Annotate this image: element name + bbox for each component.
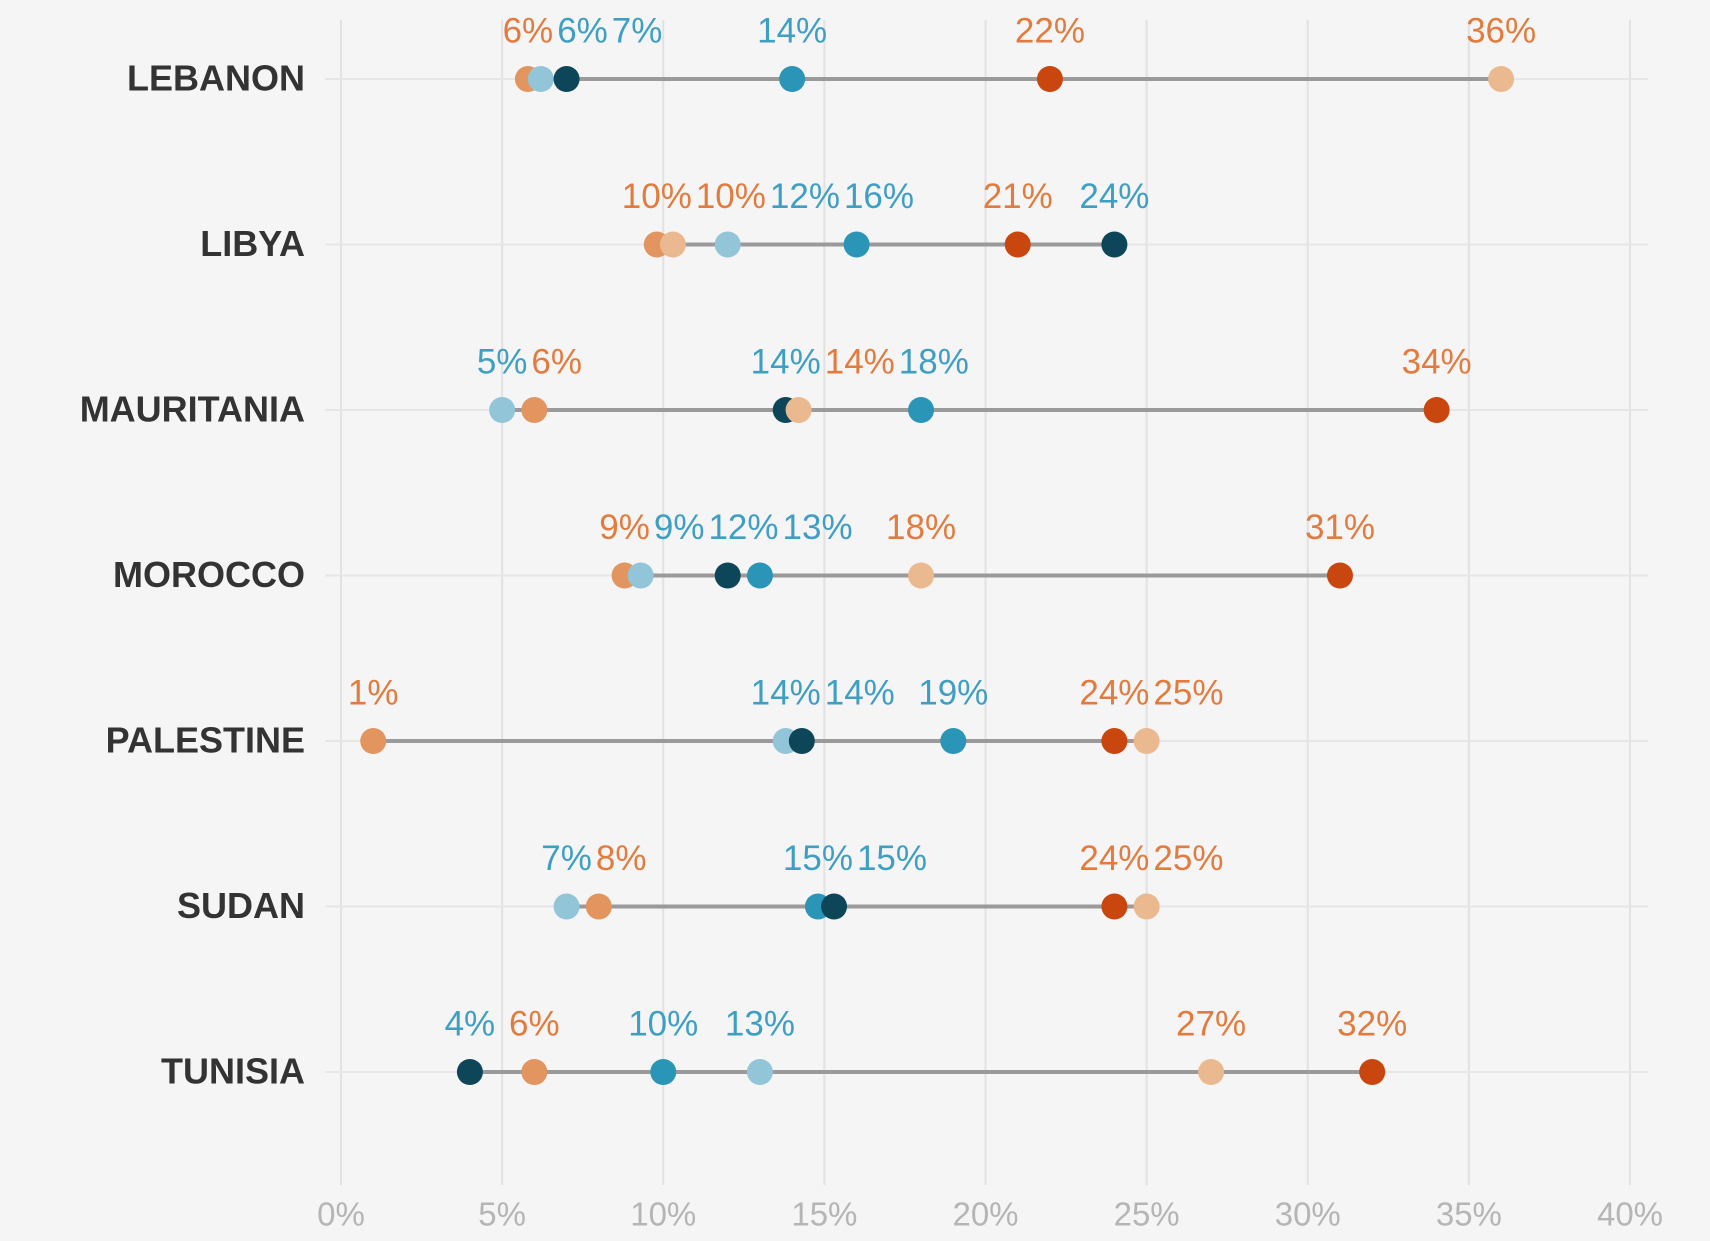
dot — [746, 1059, 773, 1085]
dot — [1101, 893, 1128, 920]
x-tick-label: 0% — [317, 1196, 365, 1233]
dot — [1101, 231, 1128, 258]
category-label: PALESTINE — [106, 720, 305, 761]
value-label: 6% — [503, 11, 554, 50]
x-tick-label: 35% — [1436, 1196, 1502, 1233]
value-label: 14% — [757, 11, 827, 50]
dot — [908, 397, 935, 423]
dot — [527, 66, 554, 92]
dot — [650, 1059, 677, 1085]
dot — [1101, 728, 1128, 754]
x-tick-label: 15% — [791, 1196, 857, 1233]
value-label: 15% — [783, 839, 853, 878]
value-label: 34% — [1402, 342, 1472, 381]
value-label: 9% — [654, 508, 705, 547]
dot — [1133, 728, 1160, 754]
dot — [521, 1059, 548, 1085]
dot — [659, 231, 686, 258]
dot — [1036, 66, 1063, 92]
category-label: SUDAN — [177, 885, 305, 926]
dot — [489, 397, 516, 423]
value-label: 14% — [825, 342, 895, 381]
dot — [553, 893, 580, 920]
value-label: 10% — [622, 177, 692, 216]
value-label: 27% — [1176, 1004, 1246, 1043]
x-tick-label: 25% — [1114, 1196, 1180, 1233]
dot — [1423, 397, 1450, 423]
dot — [1198, 1059, 1225, 1085]
value-label: 32% — [1337, 1004, 1407, 1043]
value-label: 7% — [541, 839, 592, 878]
category-label: LEBANON — [127, 58, 305, 99]
dot — [785, 397, 812, 423]
dot — [940, 728, 967, 754]
value-label: 14% — [751, 342, 821, 381]
value-label: 14% — [825, 673, 895, 712]
dot — [521, 397, 548, 423]
value-label: 6% — [557, 11, 608, 50]
dot — [821, 893, 848, 920]
category-label: TUNISIA — [161, 1051, 305, 1092]
value-label: 18% — [899, 342, 969, 381]
dot — [585, 893, 612, 920]
value-label: 24% — [1079, 839, 1149, 878]
value-label: 24% — [1079, 673, 1149, 712]
dot — [714, 562, 741, 589]
dot — [714, 231, 741, 258]
value-label: 16% — [844, 177, 914, 216]
value-label: 22% — [1015, 11, 1085, 50]
value-label: 9% — [599, 508, 650, 547]
dot — [1133, 893, 1160, 920]
value-label: 10% — [696, 177, 766, 216]
value-label: 18% — [886, 508, 956, 547]
dot — [788, 728, 815, 754]
dot — [1326, 562, 1353, 589]
dot — [1004, 231, 1031, 258]
x-tick-label: 20% — [952, 1196, 1018, 1233]
value-label: 31% — [1305, 508, 1375, 547]
value-label: 15% — [857, 839, 927, 878]
value-label: 12% — [770, 177, 840, 216]
value-label: 25% — [1153, 673, 1223, 712]
value-label: 5% — [477, 342, 528, 381]
dot — [360, 728, 387, 754]
value-label: 21% — [983, 177, 1053, 216]
x-tick-label: 5% — [478, 1196, 526, 1233]
value-label: 25% — [1153, 839, 1223, 878]
dot — [779, 66, 806, 92]
value-label: 6% — [509, 1004, 560, 1043]
category-label: MAURITANIA — [80, 389, 305, 430]
dot — [1359, 1059, 1386, 1085]
x-tick-label: 10% — [630, 1196, 696, 1233]
dot — [1488, 66, 1515, 92]
value-label: 24% — [1079, 177, 1149, 216]
dot — [908, 562, 935, 589]
dot — [843, 231, 870, 258]
value-label: 19% — [918, 673, 988, 712]
dot — [627, 562, 654, 589]
value-label: 4% — [445, 1004, 496, 1043]
value-label: 8% — [596, 839, 647, 878]
value-label: 13% — [725, 1004, 795, 1043]
value-label: 10% — [628, 1004, 698, 1043]
value-label: 36% — [1466, 11, 1536, 50]
value-label: 13% — [783, 508, 853, 547]
value-label: 6% — [531, 342, 582, 381]
value-label: 7% — [612, 11, 663, 50]
dot — [746, 562, 773, 589]
value-label: 14% — [751, 673, 821, 712]
x-tick-label: 30% — [1275, 1196, 1341, 1233]
category-label: LIBYA — [200, 223, 305, 264]
value-label: 1% — [348, 673, 399, 712]
x-tick-label: 40% — [1597, 1196, 1663, 1233]
category-label: MOROCCO — [113, 554, 305, 595]
dot — [456, 1059, 483, 1085]
value-label: 12% — [708, 508, 778, 547]
dot — [553, 66, 580, 92]
